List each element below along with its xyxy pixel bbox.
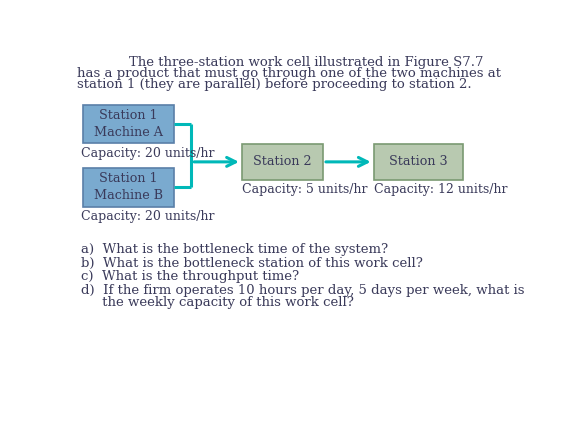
Text: Capacity: 20 units/hr: Capacity: 20 units/hr <box>82 147 215 160</box>
Text: Station 1
Machine A: Station 1 Machine A <box>94 109 163 139</box>
FancyBboxPatch shape <box>83 168 174 207</box>
FancyBboxPatch shape <box>373 144 463 180</box>
Text: d)  If the firm operates 10 hours per day, 5 days per week, what is: d) If the firm operates 10 hours per day… <box>80 284 524 297</box>
Text: c)  What is the throughput time?: c) What is the throughput time? <box>80 270 299 283</box>
Text: Station 2: Station 2 <box>253 156 312 168</box>
Text: Station 1
Machine B: Station 1 Machine B <box>94 172 163 202</box>
Text: b)  What is the bottleneck station of this work cell?: b) What is the bottleneck station of thi… <box>80 257 422 270</box>
Text: Station 3: Station 3 <box>389 156 447 168</box>
Text: the weekly capacity of this work cell?: the weekly capacity of this work cell? <box>80 296 353 309</box>
Text: a)  What is the bottleneck time of the system?: a) What is the bottleneck time of the sy… <box>80 244 388 257</box>
Text: station 1 (they are parallel) before proceeding to station 2.: station 1 (they are parallel) before pro… <box>78 78 472 91</box>
Text: Capacity: 20 units/hr: Capacity: 20 units/hr <box>82 210 215 224</box>
FancyBboxPatch shape <box>83 105 174 143</box>
Text: has a product that must go through one of the two machines at: has a product that must go through one o… <box>78 67 502 80</box>
FancyBboxPatch shape <box>242 144 323 180</box>
Text: The three-station work cell illustrated in Figure S7.7: The three-station work cell illustrated … <box>129 57 484 69</box>
Text: Capacity: 5 units/hr: Capacity: 5 units/hr <box>242 184 367 196</box>
Text: Capacity: 12 units/hr: Capacity: 12 units/hr <box>373 184 507 196</box>
